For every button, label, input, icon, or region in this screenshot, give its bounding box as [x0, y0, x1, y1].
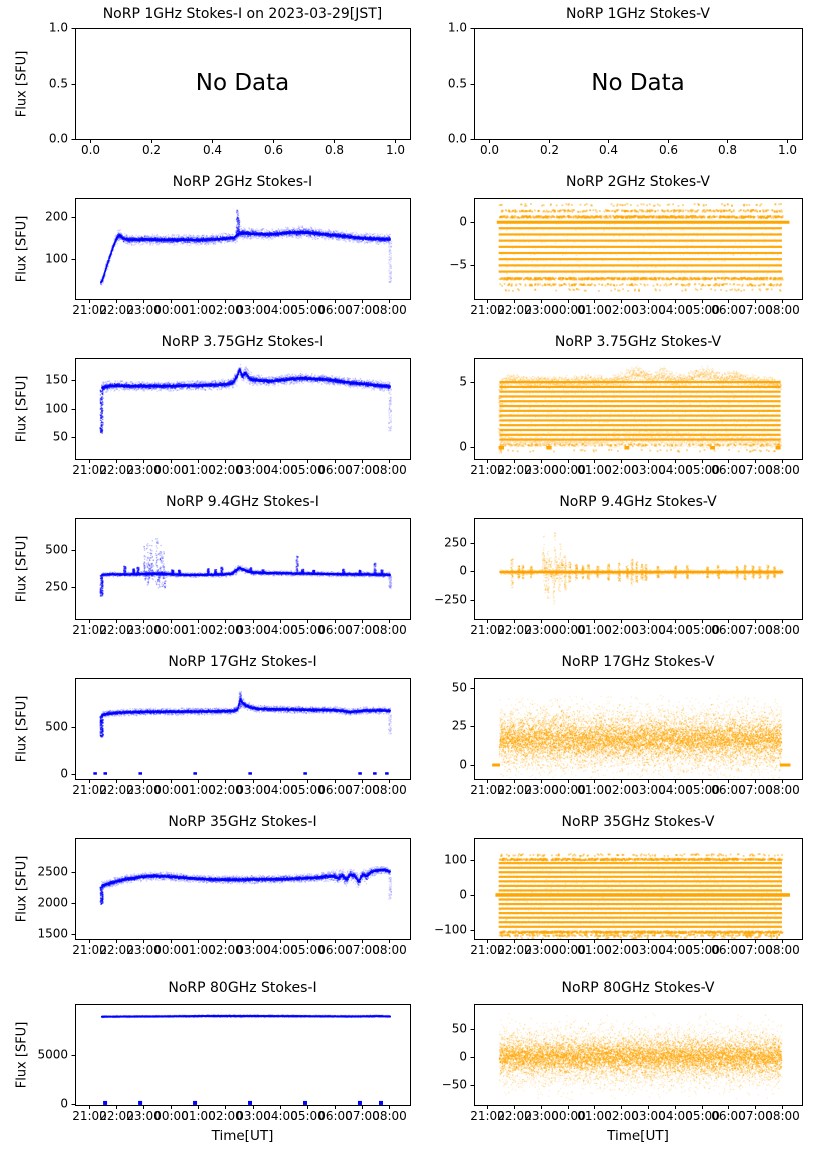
- plot-canvas-35ghz-v: [413, 810, 827, 970]
- plot-canvas-17ghz-v: [413, 650, 827, 810]
- panel-80ghz-stokes-i: NoRP 80GHz Stokes-I Flux [SFU] Time[UT]: [0, 970, 413, 1169]
- y-axis-label: Flux [SFU]: [14, 1021, 30, 1089]
- plot-title: NoRP 35GHz Stokes-V: [561, 814, 715, 830]
- plot-title: NoRP 35GHz Stokes-I: [168, 814, 317, 830]
- plot-title: NoRP 3.75GHz Stokes-I: [161, 334, 324, 350]
- plot-title: NoRP 2GHz Stokes-V: [565, 174, 710, 190]
- panel-35ghz-stokes-v: NoRP 35GHz Stokes-V: [413, 810, 827, 970]
- plot-canvas-9.4ghz-v: [413, 490, 827, 650]
- plot-canvas-9.4ghz-i: [0, 490, 413, 650]
- panel-1ghz-stokes-i: NoRP 1GHz Stokes-I on 2023-03-29[JST] Fl…: [0, 0, 413, 170]
- plot-title: NoRP 1GHz Stokes-V: [565, 6, 710, 22]
- plot-canvas-80ghz-i: [0, 970, 413, 1169]
- plot-title: NoRP 9.4GHz Stokes-I: [166, 494, 319, 510]
- panel-80ghz-stokes-v: NoRP 80GHz Stokes-V Time[UT]: [413, 970, 827, 1169]
- x-axis-label: Time[UT]: [211, 1128, 274, 1144]
- panel-2ghz-stokes-v: NoRP 2GHz Stokes-V: [413, 170, 827, 330]
- plot-canvas-2ghz-i: [0, 170, 413, 330]
- plot-canvas-2ghz-v: [413, 170, 827, 330]
- plot-canvas-3.75ghz-i: [0, 330, 413, 490]
- plot-title: NoRP 3.75GHz Stokes-V: [554, 334, 722, 350]
- plot-title: NoRP 9.4GHz Stokes-V: [559, 494, 717, 510]
- y-axis-label: Flux [SFU]: [14, 215, 30, 283]
- plot-title: NoRP 80GHz Stokes-I: [168, 980, 317, 996]
- panel-17ghz-stokes-v: NoRP 17GHz Stokes-V: [413, 650, 827, 810]
- plot-canvas-3.75ghz-v: [413, 330, 827, 490]
- plot-title: NoRP 17GHz Stokes-V: [561, 654, 715, 670]
- y-axis-label: Flux [SFU]: [14, 50, 30, 118]
- y-axis-label: Flux [SFU]: [14, 855, 30, 923]
- x-axis-label: Time[UT]: [607, 1128, 669, 1144]
- y-axis-label: Flux [SFU]: [14, 535, 30, 603]
- plot-canvas-1ghz-i: [0, 0, 413, 170]
- panel-3.75ghz-stokes-i: NoRP 3.75GHz Stokes-I Flux [SFU]: [0, 330, 413, 490]
- plot-title: NoRP 17GHz Stokes-I: [168, 654, 317, 670]
- panel-9.4ghz-stokes-i: NoRP 9.4GHz Stokes-I Flux [SFU]: [0, 490, 413, 650]
- panel-9.4ghz-stokes-v: NoRP 9.4GHz Stokes-V: [413, 490, 827, 650]
- no-data-text: No Data: [195, 70, 290, 96]
- y-axis-label: Flux [SFU]: [14, 375, 30, 443]
- y-axis-label: Flux [SFU]: [14, 695, 30, 763]
- plot-canvas-80ghz-v: [413, 970, 827, 1169]
- panel-17ghz-stokes-i: NoRP 17GHz Stokes-I Flux [SFU]: [0, 650, 413, 810]
- panel-3.75ghz-stokes-v: NoRP 3.75GHz Stokes-V: [413, 330, 827, 490]
- plot-title: NoRP 80GHz Stokes-V: [561, 980, 715, 996]
- plot-title: NoRP 2GHz Stokes-I: [172, 174, 313, 190]
- panel-35ghz-stokes-i: NoRP 35GHz Stokes-I Flux [SFU]: [0, 810, 413, 970]
- plot-canvas-1ghz-v: [413, 0, 827, 170]
- panel-1ghz-stokes-v: NoRP 1GHz Stokes-V No Data: [413, 0, 827, 170]
- no-data-text: No Data: [591, 70, 685, 96]
- panel-2ghz-stokes-i: NoRP 2GHz Stokes-I Flux [SFU]: [0, 170, 413, 330]
- plot-canvas-17ghz-i: [0, 650, 413, 810]
- plot-canvas-35ghz-i: [0, 810, 413, 970]
- plot-title: NoRP 1GHz Stokes-I on 2023-03-29[JST]: [102, 6, 383, 22]
